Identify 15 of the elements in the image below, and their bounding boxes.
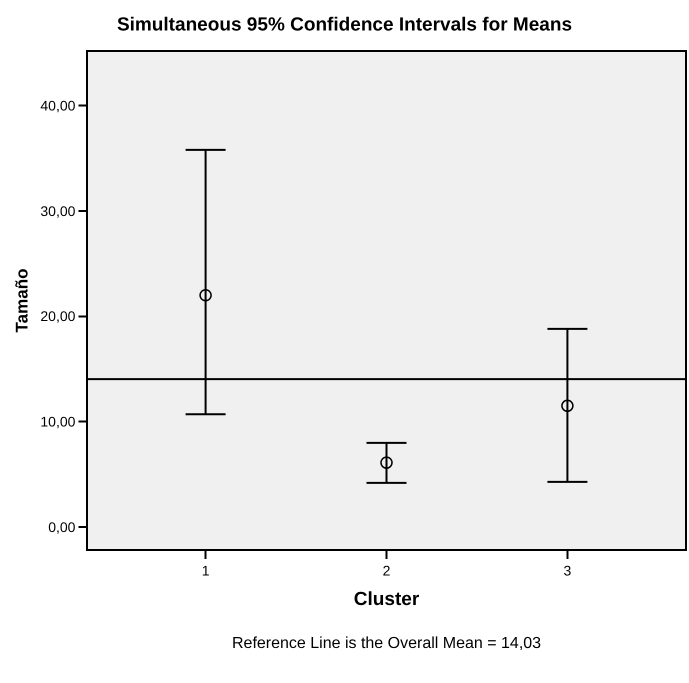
point [380,456,393,469]
x-tick-label: 1 [202,562,210,579]
chart-title: Simultaneous 95% Confidence Intervals for Means [116,14,572,36]
text: Reference Line is the Overall Mean = 14,03 [232,635,542,652]
x-axis-title: Cluster [354,588,420,610]
y-tick-label: 40,00 [40,98,76,114]
y-tick-label: 30,00 [40,202,76,219]
point [561,400,574,412]
y-axis-title: Tamaño [12,268,32,332]
y-tick-label: 0,00 [48,518,76,535]
y-tick-label: 10,00 [40,413,76,430]
y-tick-label: 20,00 [40,308,76,324]
x-tick-label: 3 [564,562,572,579]
x-tick-label: 2 [382,562,391,579]
point [199,288,212,302]
